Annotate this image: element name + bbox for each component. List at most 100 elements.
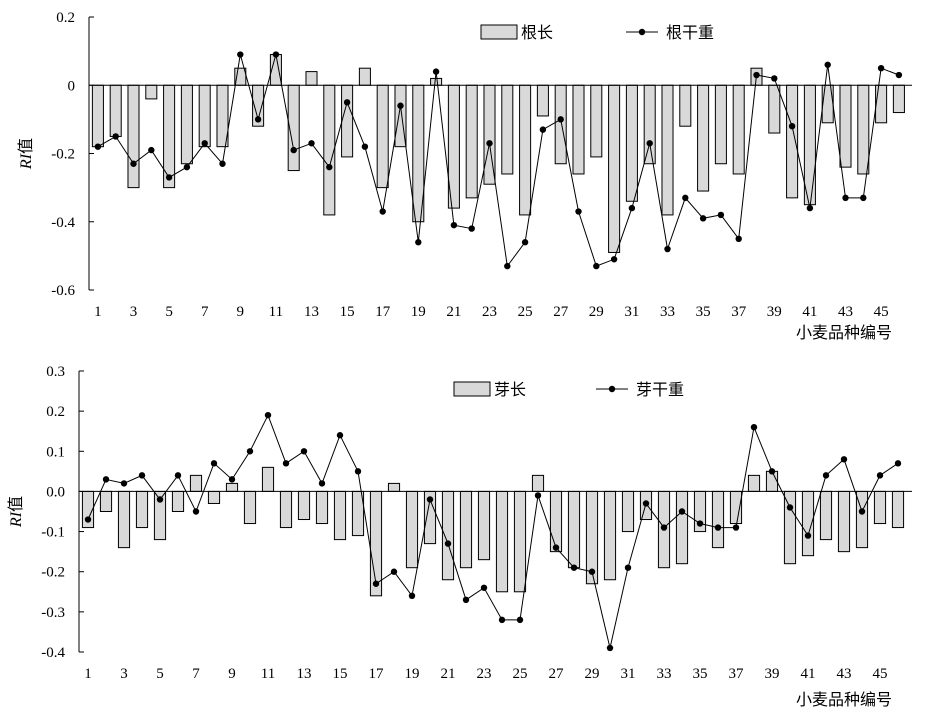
series-point (397, 102, 404, 109)
y-tick-label: 0.1 (46, 444, 65, 460)
x-tick-label: 5 (165, 304, 173, 320)
x-tick-label: 37 (731, 304, 747, 320)
legend-line-label: 根干重 (666, 24, 714, 42)
series-point (138, 472, 146, 479)
legend-bar-swatch (480, 24, 518, 40)
x-tick-label: 13 (297, 666, 312, 682)
bar (297, 490, 311, 521)
x-tick-label: 33 (657, 666, 672, 682)
series-point (468, 225, 475, 232)
series-point (174, 472, 182, 479)
series-point (664, 245, 671, 253)
y-axis-title: RI值 (7, 496, 25, 528)
x-tick-label: 27 (549, 666, 565, 682)
bar (819, 490, 833, 541)
bar (786, 84, 799, 199)
x-tick-label: 7 (201, 304, 209, 320)
bar (625, 84, 638, 202)
bar (333, 490, 347, 541)
series-point (521, 239, 529, 246)
bar (661, 84, 674, 216)
x-tick-label: 17 (369, 666, 385, 682)
bar (99, 490, 113, 512)
bar (857, 84, 870, 175)
bar (459, 490, 473, 569)
bar (387, 482, 401, 492)
series-point (300, 448, 308, 455)
bar (207, 490, 221, 504)
bar (554, 84, 567, 165)
y-tick-label: 0.2 (46, 404, 65, 420)
bar (603, 490, 617, 581)
series-point (678, 508, 686, 515)
x-tick-label: 17 (375, 304, 391, 320)
series-point (717, 211, 725, 219)
series-point (735, 235, 742, 243)
series-point (326, 163, 333, 171)
x-tick-label: 3 (120, 666, 128, 682)
series-point (539, 126, 547, 133)
series-point (112, 133, 119, 140)
bar (279, 490, 293, 529)
bar (714, 84, 727, 165)
y-tick-label: -0.4 (41, 645, 65, 661)
bar (358, 67, 371, 86)
series-point (588, 568, 596, 575)
series-point (575, 208, 582, 215)
series-point (624, 564, 632, 571)
bar (376, 84, 389, 189)
x-tick-label: 23 (477, 666, 492, 682)
series-point (408, 592, 416, 599)
series-point (498, 616, 506, 624)
root-chart-panel: 0.20-0.2-0.4-0.61 3 5 7 9 11 13 15 17 19 21 23 25 27 2… (17, 10, 912, 342)
x-tick-label: 43 (837, 666, 852, 682)
legend: 根长 根干重 (480, 24, 714, 42)
series-point (732, 524, 740, 531)
series-point (788, 123, 796, 130)
x-tick-label: 37 (729, 666, 745, 682)
series-point (156, 496, 164, 503)
x-tick-label: 11 (269, 304, 283, 320)
bar (117, 490, 131, 549)
bar (225, 482, 239, 492)
bar (305, 71, 318, 86)
series-point (504, 262, 511, 270)
series-point (842, 194, 849, 202)
series-point (219, 160, 226, 167)
bar (747, 474, 761, 492)
x-tick-label: 43 (838, 304, 853, 320)
bar (679, 84, 692, 127)
y-tick-label: 0.0 (46, 484, 65, 500)
series-point (486, 140, 493, 147)
bar (465, 84, 478, 199)
series-point (264, 411, 272, 419)
series-point (444, 540, 452, 547)
series-point (361, 143, 369, 150)
series-line (97, 54, 900, 268)
x-tick-label: 29 (585, 666, 600, 682)
series-point (130, 160, 137, 167)
bar (839, 84, 852, 168)
x-tick-label: 35 (693, 666, 708, 682)
bar (768, 84, 781, 134)
series-point (246, 448, 254, 455)
series-point (390, 568, 398, 575)
series-point (450, 221, 458, 229)
legend: 芽长 芽干重 (453, 381, 684, 399)
bar (513, 490, 527, 593)
x-tick-label: 9 (228, 666, 236, 682)
bar (732, 84, 745, 175)
series-point (237, 51, 244, 58)
bar (837, 490, 851, 553)
bar (590, 84, 603, 158)
series-point (877, 64, 885, 72)
series-point (753, 71, 760, 79)
series-point (606, 644, 614, 652)
bar (180, 84, 193, 165)
shoot-chart-panel: 0.30.20.10.0-0.1-0.2-0.3-0.41 3 5 7 9 11 13 15 1… (7, 364, 912, 709)
series-point (432, 68, 440, 75)
bar (531, 474, 545, 492)
series-point (804, 532, 812, 539)
series-point (682, 194, 689, 202)
